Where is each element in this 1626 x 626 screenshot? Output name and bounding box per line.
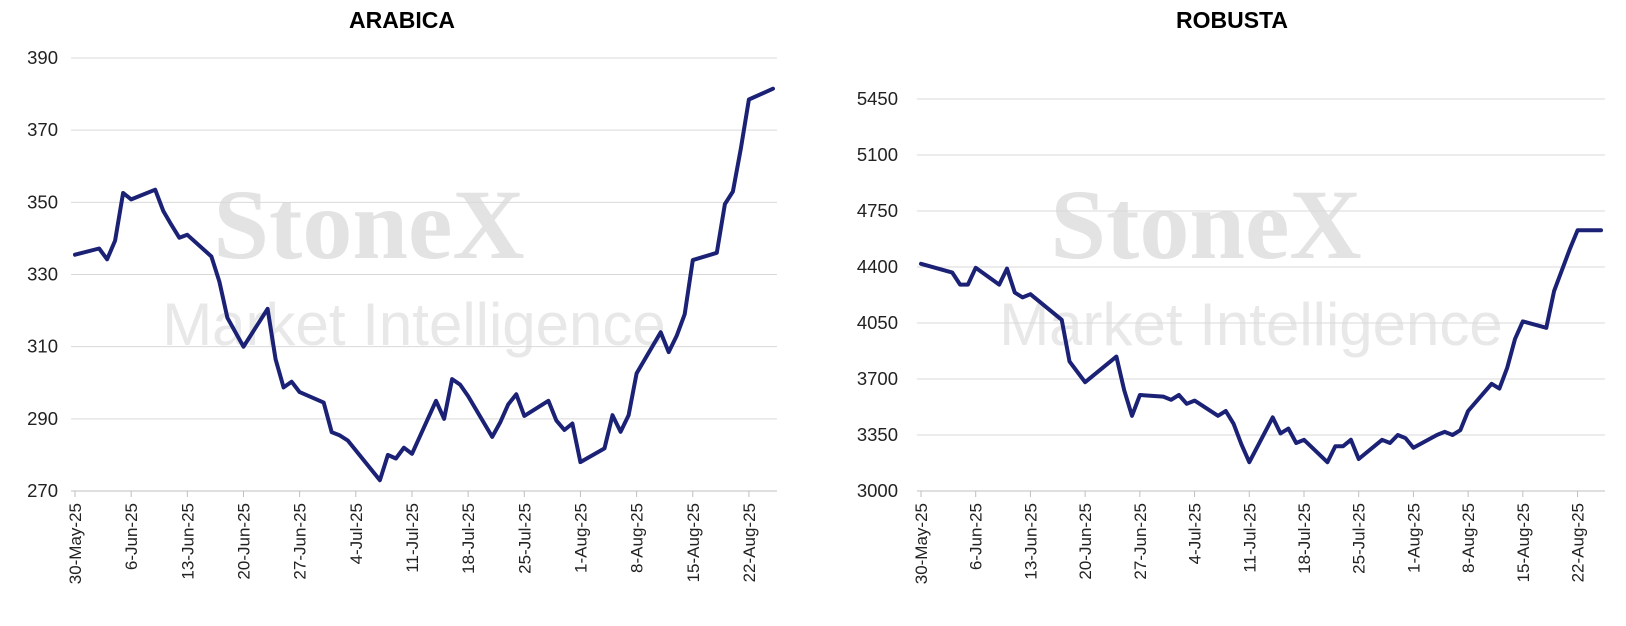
x-tick-label: 30-May-25 [912,503,931,584]
x-tick-label: 20-Jun-25 [234,503,253,580]
y-tick-label: 4050 [857,312,898,333]
chart-robusta: StoneX Market Intelligence ROBUSTA 3000 3350… [857,7,1605,584]
y-tick-label: 5100 [857,144,898,165]
x-tick-label: 15-Aug-25 [684,503,703,582]
x-tick-label: 27-Jun-25 [291,503,310,580]
x-tick-label: 8-Aug-25 [628,503,647,573]
y-tick-label: 4750 [857,200,898,221]
watermark-brand: StoneX [1050,169,1361,280]
x-tick-label: 25-Jul-25 [515,503,534,574]
x-tick-label: 6-Jun-25 [967,503,986,570]
chart-title: ROBUSTA [1176,7,1288,33]
series-line-robusta [919,228,1603,465]
chart-title: ARABICA [349,7,455,33]
series-line-arabica [73,86,775,483]
y-tick-label: 5450 [857,88,898,109]
y-tick-label: 350 [27,191,58,212]
x-tick-label: 6-Jun-25 [122,503,141,570]
y-tick-label: 3700 [857,368,898,389]
y-tick-label: 3000 [857,480,898,501]
x-tick-label: 18-Jul-25 [1295,503,1314,574]
y-tick-label: 390 [27,47,58,68]
x-tick-label: 4-Jul-25 [347,503,366,564]
x-tick-label: 13-Jun-25 [1021,503,1040,580]
y-tick-label: 310 [27,336,58,357]
x-tick-label: 11-Jul-25 [403,503,422,573]
y-tick-label: 3350 [857,424,898,445]
y-tick-label: 370 [27,119,58,140]
x-tick-label: 4-Jul-25 [1186,503,1205,564]
x-tick-label: 22-Aug-25 [740,503,759,582]
y-tick-label: 330 [27,264,58,285]
x-tick-label: 27-Jun-25 [1131,503,1150,580]
y-tick-label: 270 [27,480,58,501]
x-tick-label: 8-Aug-25 [1459,503,1478,573]
watermark-subtitle: Market Intelligence [999,291,1503,358]
x-tick-label: 20-Jun-25 [1076,503,1095,580]
x-tick-label: 11-Jul-25 [1240,503,1259,573]
x-tick-label: 18-Jul-25 [459,503,478,574]
y-tick-label: 290 [27,408,58,429]
watermark-brand: StoneX [213,169,524,280]
x-tick-label: 25-Jul-25 [1350,503,1369,574]
x-tick-label: 22-Aug-25 [1569,503,1588,582]
x-tick-label: 1-Aug-25 [1404,503,1423,573]
chart-arabica: StoneX Market Intelligence ARABICA 270 290 31… [27,7,777,584]
x-tick-label: 13-Jun-25 [178,503,197,580]
x-tick-label: 15-Aug-25 [1514,503,1533,582]
watermark-subtitle: Market Intelligence [162,291,666,358]
x-tick-label: 30-May-25 [66,503,85,584]
y-tick-label: 4400 [857,256,898,277]
x-tick-label: 1-Aug-25 [571,503,590,573]
